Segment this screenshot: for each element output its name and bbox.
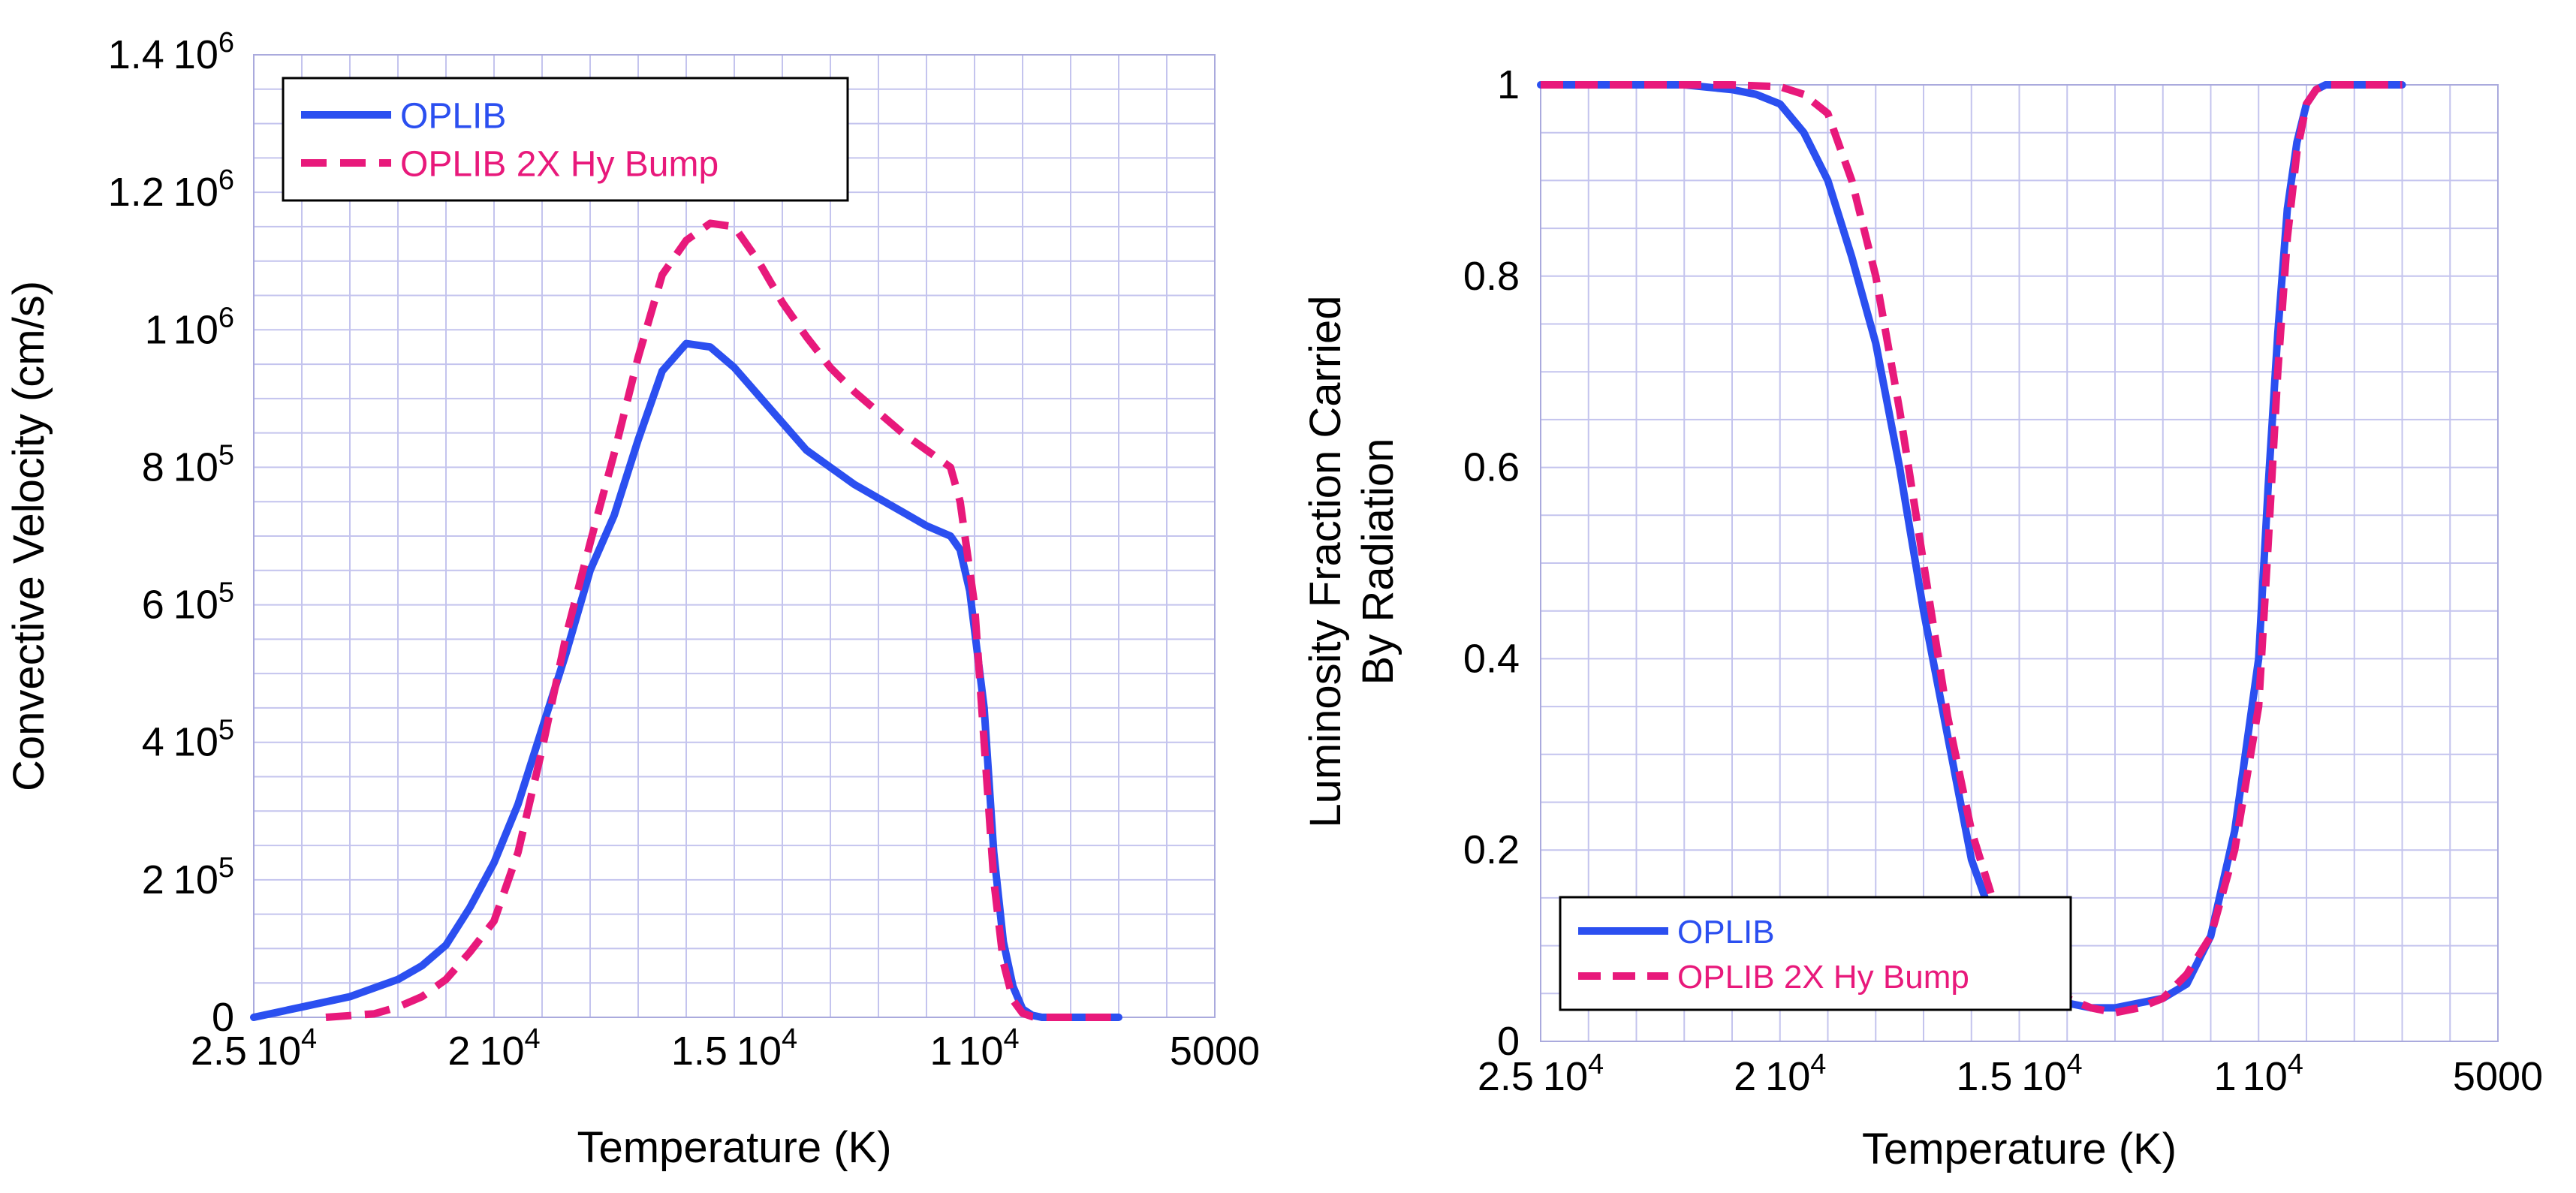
y-tick-label: 0.6 bbox=[1463, 445, 1520, 490]
x-tick-label: 1 104 bbox=[929, 1023, 1019, 1074]
legend-label: OPLIB bbox=[400, 96, 506, 136]
y-tick-label: 1.4 106 bbox=[108, 27, 234, 77]
y-tick-label: 0.4 bbox=[1463, 636, 1520, 681]
y-axis-label-line: By Radiation bbox=[1354, 438, 1402, 685]
y-tick-label: 0 bbox=[1497, 1019, 1520, 1064]
y-tick-label: 8 105 bbox=[142, 439, 234, 490]
convective-velocity-chart: 2.5 104 2 104 1.5 104 1 104 5000 0 2 105 4 105 6 105 8 10… bbox=[5, 27, 1260, 1172]
y-axis-label: Convective Velocity (cm/s) bbox=[5, 281, 53, 791]
x-tick-label: 5000 bbox=[2453, 1054, 2543, 1099]
grid bbox=[1540, 84, 2499, 1042]
series-line-oplib-2x-hy-bump bbox=[1541, 81, 2403, 1017]
y-axis-label-line: Luminosity Fraction Carried bbox=[1301, 295, 1350, 827]
plot-frame bbox=[1540, 84, 2499, 1042]
legend-label: OPLIB 2X Hy Bump bbox=[400, 144, 719, 184]
radiation-fraction-chart: 2.5 104 2 104 1.5 104 1 104 5000 0 0.2 0.4 0.6 0.8 1 Te… bbox=[1301, 62, 2543, 1173]
y-tick-label: 1 bbox=[1497, 62, 1520, 107]
legend-label: OPLIB bbox=[1677, 914, 1775, 950]
series-line-oplib-2x-hy-bump bbox=[325, 219, 1119, 1021]
legend-label: OPLIB 2X Hy Bump bbox=[1677, 959, 1969, 996]
x-tick-label: 1 104 bbox=[2214, 1049, 2303, 1099]
y-tick-label: 4 105 bbox=[142, 715, 234, 765]
series-line-oplib bbox=[250, 339, 1122, 1021]
x-tick-label: 2 104 bbox=[1734, 1049, 1826, 1099]
legend: OPLIB OPLIB 2X Hy Bump bbox=[1559, 896, 2072, 1011]
x-tick-label: 2.5 104 bbox=[191, 1023, 317, 1074]
legend-box bbox=[282, 77, 849, 202]
y-tick-label: 0.8 bbox=[1463, 254, 1520, 299]
x-tick-label: 1.5 104 bbox=[671, 1023, 797, 1074]
x-tick-label: 5000 bbox=[1170, 1029, 1260, 1074]
y-tick-label: 0 bbox=[212, 995, 234, 1040]
y-tick-label: 1 106 bbox=[145, 302, 234, 352]
y-tick-label: 6 105 bbox=[142, 577, 234, 628]
x-tick-label: 1.5 104 bbox=[1956, 1049, 2082, 1099]
legend: OPLIB OPLIB 2X Hy Bump bbox=[282, 77, 849, 202]
y-tick-label: 1.2 106 bbox=[108, 164, 234, 215]
x-axis-label: Temperature (K) bbox=[1862, 1125, 2177, 1173]
y-tick-label: 2 105 bbox=[142, 852, 234, 902]
legend-box bbox=[1559, 896, 2072, 1011]
x-tick-label: 2 104 bbox=[447, 1023, 540, 1074]
y-tick-label: 0.2 bbox=[1463, 827, 1520, 872]
x-tick-label: 2.5 104 bbox=[1478, 1049, 1604, 1099]
x-axis-label: Temperature (K) bbox=[577, 1123, 891, 1172]
plot-frame bbox=[253, 54, 1216, 1018]
